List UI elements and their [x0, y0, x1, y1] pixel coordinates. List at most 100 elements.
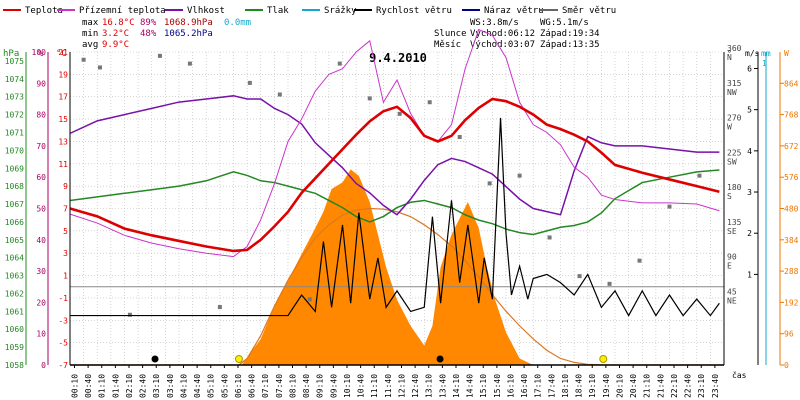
stats-temp: 9.9°C — [102, 40, 129, 50]
x-tick-label: 09:40 — [329, 374, 338, 398]
pct-tick-label: 60 — [36, 173, 46, 182]
x-tick-label: 13:10 — [425, 374, 434, 398]
x-tick-label: 09:10 — [316, 374, 325, 398]
hpa-tick-label: 1059 — [5, 343, 24, 352]
x-tick-label: 23:10 — [697, 374, 706, 398]
x-tick-label: 08:40 — [302, 374, 311, 398]
stats-rain: 0.0mm — [224, 18, 251, 28]
x-tick-label: 15:40 — [493, 374, 502, 398]
ms-tick-label: 2 — [747, 229, 752, 238]
stats-pressure: 1065.2hPa — [164, 29, 213, 39]
dir-tick-name: E — [727, 262, 732, 271]
hpa-tick-label: 1062 — [5, 289, 24, 298]
stats-humidity: 89% — [140, 18, 157, 28]
x-axis-label: čas — [732, 370, 747, 380]
wind-direction-point — [397, 111, 402, 116]
hpa-tick-label: 1072 — [5, 111, 24, 120]
x-tick-label: 16:40 — [520, 374, 529, 398]
dir-tick-degree: 45 — [727, 287, 737, 296]
legend-label: Přízemní teplota — [79, 6, 166, 16]
x-tick-label: 08:10 — [288, 374, 297, 398]
dir-tick-degree: 315 — [727, 79, 742, 88]
x-tick-label: 18:40 — [575, 374, 584, 398]
wind-direction-point — [337, 61, 342, 66]
x-tick-label: 05:40 — [220, 374, 229, 398]
hpa-tick-label: 1067 — [5, 200, 24, 209]
temp-tick-label: 11 — [58, 160, 68, 169]
x-tick-label: 02:10 — [125, 374, 134, 398]
x-tick-label: 18:10 — [561, 374, 570, 398]
dir-tick-degree: 135 — [727, 218, 742, 227]
x-tick-label: 03:10 — [152, 374, 161, 398]
temp-tick-label: 17 — [58, 93, 68, 102]
ground-temperature-line — [69, 28, 720, 258]
legend-label: Teplota — [25, 6, 63, 16]
hpa-tick-label: 1066 — [5, 218, 24, 227]
temp-tick-label: 19 — [58, 70, 68, 79]
hpa-tick-label: 1071 — [5, 128, 24, 137]
x-tick-label: 11:40 — [384, 374, 393, 398]
wind-direction-point — [307, 297, 312, 302]
temp-tick-label: 21 — [58, 48, 68, 57]
wind-direction-point — [607, 281, 612, 286]
wind-speed-info: WS:3.8m/s — [470, 18, 519, 28]
wm2-tick-label: 672 — [784, 142, 799, 151]
stats-pressure: 1068.9hPa — [164, 18, 213, 28]
ms-tick-label: 3 — [747, 188, 752, 197]
wind-direction-point — [187, 61, 192, 66]
wind-direction-point — [577, 274, 582, 279]
wind-direction-point — [97, 65, 102, 70]
dir-tick-degree: 225 — [727, 148, 742, 157]
stats-row-label: min — [82, 29, 98, 39]
dir-tick-name: N — [727, 53, 732, 62]
x-tick-label: 04:10 — [179, 374, 188, 398]
hpa-tick-label: 1068 — [5, 182, 24, 191]
wind-direction-point — [157, 53, 162, 58]
stats-row-label: max — [82, 18, 99, 28]
wm2-tick-label: 480 — [784, 205, 799, 214]
dir-axis-label: ° — [727, 49, 732, 58]
wind-gust-info: WG:5.1m/s — [540, 18, 589, 28]
x-tick-label: 14:10 — [452, 374, 461, 398]
hpa-tick-label: 1058 — [5, 361, 24, 370]
sun-rise-marker — [234, 355, 243, 363]
hpa-tick-label: 1063 — [5, 272, 24, 281]
x-tick-label: 20:10 — [615, 374, 624, 398]
mm-axis-label: mm — [761, 49, 771, 58]
stats-humidity: 48% — [140, 29, 157, 39]
wind-direction-point — [367, 96, 372, 101]
wind-direction-point — [81, 57, 86, 62]
dir-tick-degree: 180 — [727, 183, 742, 192]
x-tick-label: 02:40 — [139, 374, 148, 398]
ms-axis-label: m/s — [745, 49, 760, 58]
x-tick-label: 11:10 — [370, 374, 379, 398]
dir-tick-name: SW — [727, 157, 737, 166]
stats-temp: 3.2°C — [102, 29, 129, 39]
x-tick-label: 21:40 — [656, 374, 665, 398]
moon-rise-marker — [151, 355, 159, 363]
x-tick-label: 12:10 — [397, 374, 406, 398]
x-tick-label: 04:40 — [193, 374, 202, 398]
x-tick-label: 12:40 — [411, 374, 420, 398]
x-tick-label: 16:10 — [506, 374, 515, 398]
legend-label: Vlhkost — [187, 6, 225, 16]
x-tick-label: 17:10 — [534, 374, 543, 398]
stats-row-label: avg — [82, 40, 98, 50]
x-tick-label: 07:10 — [261, 374, 270, 398]
temp-tick-label: -5 — [58, 339, 68, 348]
stats-temp: 16.8°C — [102, 18, 135, 28]
pct-axis-label: % — [38, 49, 44, 59]
ms-tick-label: 5 — [747, 106, 752, 115]
temp-axis-label: °C — [56, 49, 67, 59]
x-tick-label: 17:40 — [547, 374, 556, 398]
pct-tick-label: 20 — [36, 298, 46, 307]
x-tick-label: 22:10 — [670, 374, 679, 398]
sun-set-marker — [599, 355, 608, 363]
pct-tick-label: 80 — [36, 111, 46, 120]
pct-tick-label: 100 — [32, 48, 47, 57]
hpa-tick-label: 1061 — [5, 307, 24, 316]
dir-tick-degree: 270 — [727, 114, 742, 123]
temp-tick-label: 1 — [63, 272, 68, 281]
x-tick-label: 03:40 — [166, 374, 175, 398]
